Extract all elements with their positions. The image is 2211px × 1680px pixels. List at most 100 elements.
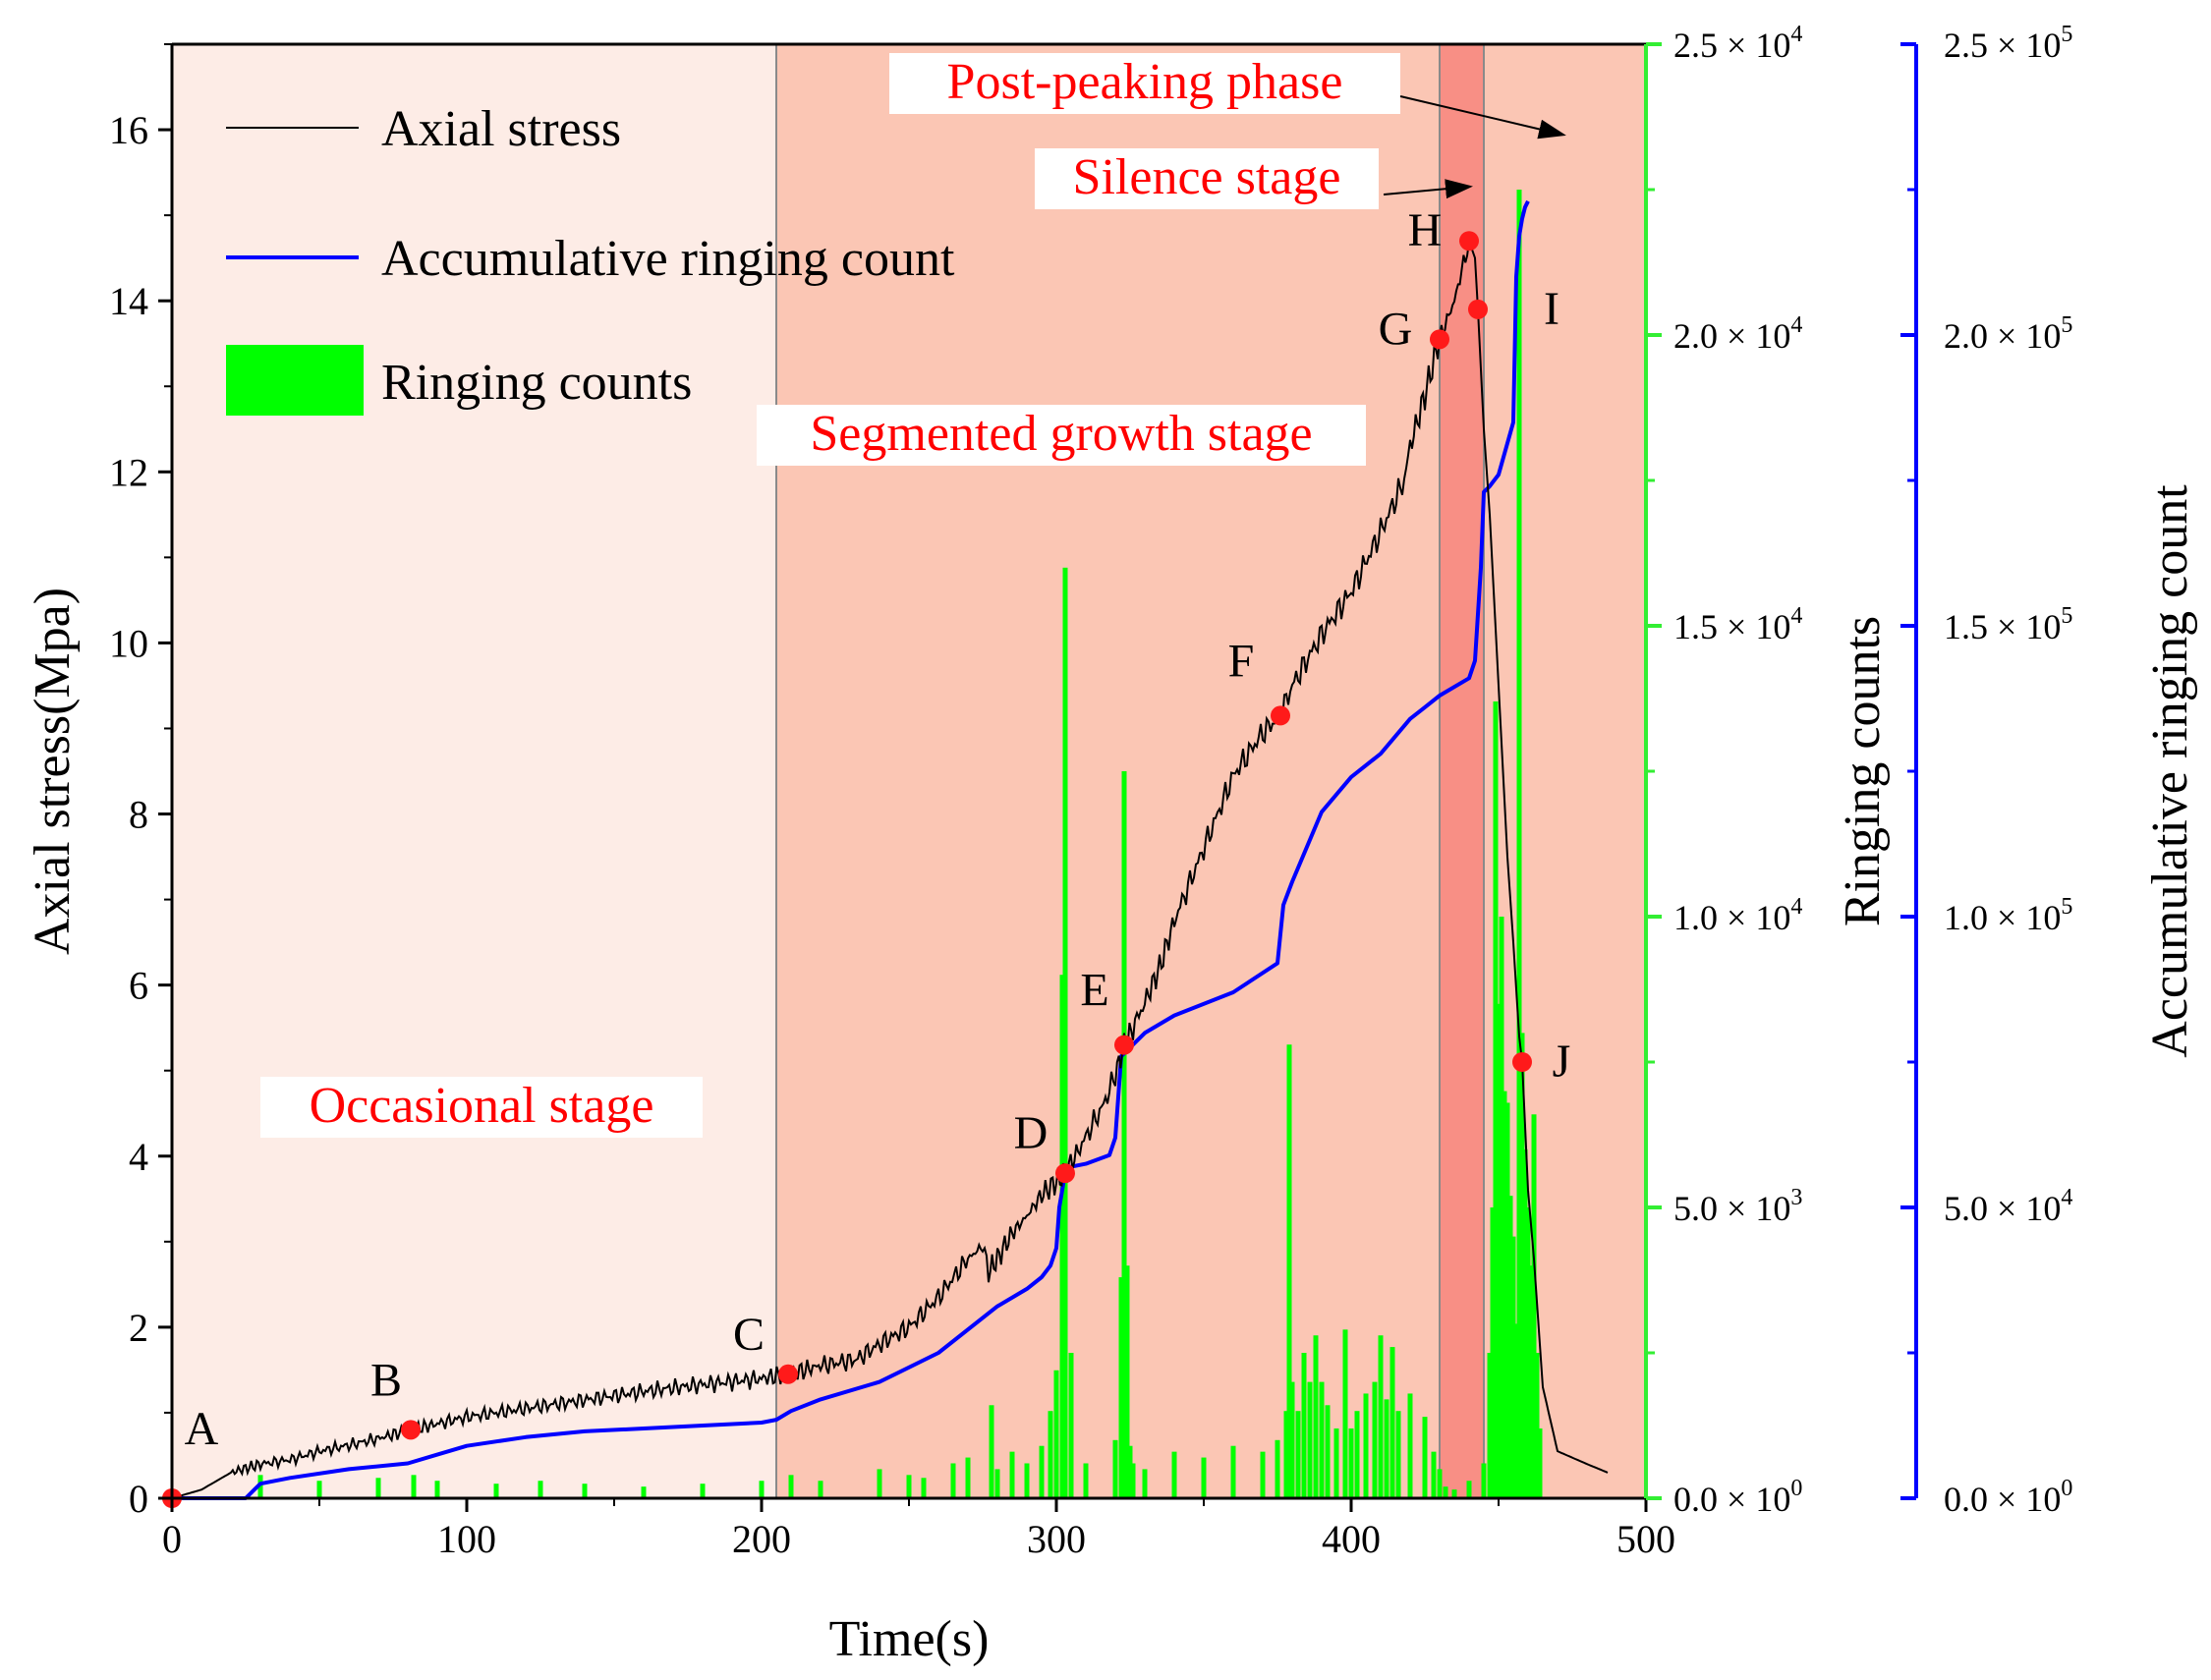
y-right2-tick-label-space <box>1988 607 1997 646</box>
y-left-tick-label: 8 <box>129 793 148 837</box>
y-right1-tick-label-mantissa: 1.0 <box>1673 898 1718 937</box>
ringing-count-bar <box>1053 1370 1059 1498</box>
y-right1-tick-label-mantissa: 1.5 <box>1673 607 1718 646</box>
ringing-count-bar <box>1286 1044 1292 1498</box>
stage-bands <box>172 44 1646 1498</box>
y-left-tick-label: 0 <box>129 1477 148 1521</box>
ringing-count-bar <box>1431 1451 1437 1498</box>
ringing-count-bar <box>1466 1481 1472 1498</box>
ringing-count-bar <box>1510 1236 1516 1498</box>
ringing-count-bar <box>641 1486 647 1498</box>
ringing-count-bar <box>1389 1347 1395 1498</box>
point-label-c: C <box>733 1309 765 1361</box>
y-right1-tick-label-space <box>1746 316 1755 356</box>
point-label-i: I <box>1544 283 1559 335</box>
ringing-count-bar <box>1363 1393 1369 1498</box>
y-right2-tick-label: 1.0 × 105 <box>1944 894 2072 937</box>
ringing-count-bar <box>1493 700 1499 1498</box>
stage-band-2 <box>776 44 1440 1498</box>
y-right1-tick-label: 2.0 × 104 <box>1673 312 1802 356</box>
y-left-tick-label: 2 <box>129 1306 148 1350</box>
ringing-count-bar <box>906 1475 912 1498</box>
ringing-count-bar <box>1313 1335 1319 1498</box>
ringing-count-bar <box>1171 1451 1177 1498</box>
legend-label-3: Ringing counts <box>381 355 692 411</box>
y-right1-tick-label-mantissa: 2.0 <box>1673 316 1718 356</box>
y-right1-tick-label-space <box>1746 898 1755 937</box>
ringing-count-bar <box>1301 1353 1307 1498</box>
y-right2-tick-label-base: 10 <box>2025 898 2061 937</box>
ringing-count-bar <box>1289 1381 1295 1498</box>
point-label-d: D <box>1014 1107 1049 1159</box>
y-right2-tick-label-exponent: 5 <box>2061 603 2072 629</box>
ringing-count-bar <box>1378 1335 1384 1498</box>
ringing-count-bar <box>1112 1439 1118 1498</box>
y-right1-tick-label-space <box>1746 1189 1755 1228</box>
y-right2-tick-label-base: 10 <box>2025 26 2061 65</box>
y-right1-tick-label-base: 10 <box>1755 316 1790 356</box>
ringing-count-bar <box>965 1457 971 1498</box>
ringing-count-bar <box>1499 917 1504 1498</box>
y-right2-tick-label-times: × <box>1997 607 2016 646</box>
point-label-b: B <box>370 1354 402 1406</box>
x-tick-label: 400 <box>1322 1517 1381 1561</box>
y-right2-tick-label-space <box>2016 316 2025 356</box>
ringing-count-bar <box>1127 1445 1133 1498</box>
y-right2-axis-title: Accumulative ringing count <box>2142 484 2198 1058</box>
y-right2-tick-label-space <box>1988 316 1997 356</box>
y-right1-tick-label-exponent: 4 <box>1790 603 1802 629</box>
y-right2-tick-label-space <box>2016 898 2025 937</box>
ringing-count-bar <box>759 1481 765 1498</box>
stage-boundary-lines <box>775 44 1485 1498</box>
y-right1-tick-label-times: × <box>1727 1189 1746 1228</box>
key-points: A B C D E F GH I J <box>162 204 1570 1508</box>
point-label-j: J <box>1553 1036 1571 1088</box>
y-right2-tick-label-base: 10 <box>2025 607 2061 646</box>
y-right2-tick-label-exponent: 5 <box>2061 312 2072 338</box>
stage-label-box <box>1035 148 1379 209</box>
ringing-count-bar <box>1068 1353 1074 1498</box>
ringing-count-bar <box>700 1484 706 1498</box>
x-tick-label: 200 <box>732 1517 791 1561</box>
y-right2-tick-label-times: × <box>1997 26 2016 65</box>
y-right2-tick-label-times: × <box>1997 1189 2016 1228</box>
ringing-count-bar <box>1121 771 1127 1498</box>
y-right1-tick-label-base: 10 <box>1755 607 1790 646</box>
ringing-count-bar <box>411 1475 417 1498</box>
stage-label-3: Silence stage <box>1073 149 1341 205</box>
y-right2-tick-label-times: × <box>1997 316 2016 356</box>
ringing-count-bar <box>1342 1329 1348 1498</box>
y-right1-tick-label-mantissa: 0.0 <box>1673 1480 1718 1519</box>
y-right1-tick-label-times: × <box>1727 898 1746 937</box>
ringing-count-bar <box>818 1481 823 1498</box>
y-left-axis-title: Axial stress(Mpa) <box>25 588 81 955</box>
point-label-f: F <box>1228 635 1255 687</box>
ringing-count-bar <box>493 1484 499 1498</box>
ringing-count-bar <box>1516 190 1522 1498</box>
y-right2-tick-label-base: 10 <box>2025 1480 2061 1519</box>
y-right2-tick-label-space <box>1988 1480 1997 1519</box>
ringing-count-bar <box>1024 1463 1030 1498</box>
ringing-count-bar <box>1319 1381 1325 1498</box>
y-right2-tick-label-space <box>2016 1480 2025 1519</box>
y-right2-tick-label-mantissa: 1.0 <box>1944 898 1988 937</box>
y-right2-tick-label-space <box>1988 26 1997 65</box>
y-right2-tick-label-exponent: 4 <box>2061 1185 2072 1210</box>
ringing-count-bar <box>434 1481 440 1498</box>
point-label-h: H <box>1408 204 1443 256</box>
x-tick-label: 500 <box>1616 1517 1675 1561</box>
ringing-count-bar <box>1487 1353 1493 1498</box>
ringing-count-bar <box>257 1475 263 1498</box>
stage-label-box <box>260 1077 703 1138</box>
ringing-count-bar <box>1507 1196 1513 1498</box>
x-tick-label: 300 <box>1027 1517 1086 1561</box>
y-right1-tick-label-exponent: 4 <box>1790 894 1802 920</box>
x-axis-title: Time(s) <box>829 1611 990 1667</box>
point-label-e: E <box>1080 965 1108 1017</box>
y-right1-tick-label-space <box>1718 898 1727 937</box>
y-right1-tick-label-times: × <box>1727 607 1746 646</box>
ringing-count-bar <box>1519 1033 1525 1498</box>
y-right2-tick-label-space <box>2016 1189 2025 1228</box>
